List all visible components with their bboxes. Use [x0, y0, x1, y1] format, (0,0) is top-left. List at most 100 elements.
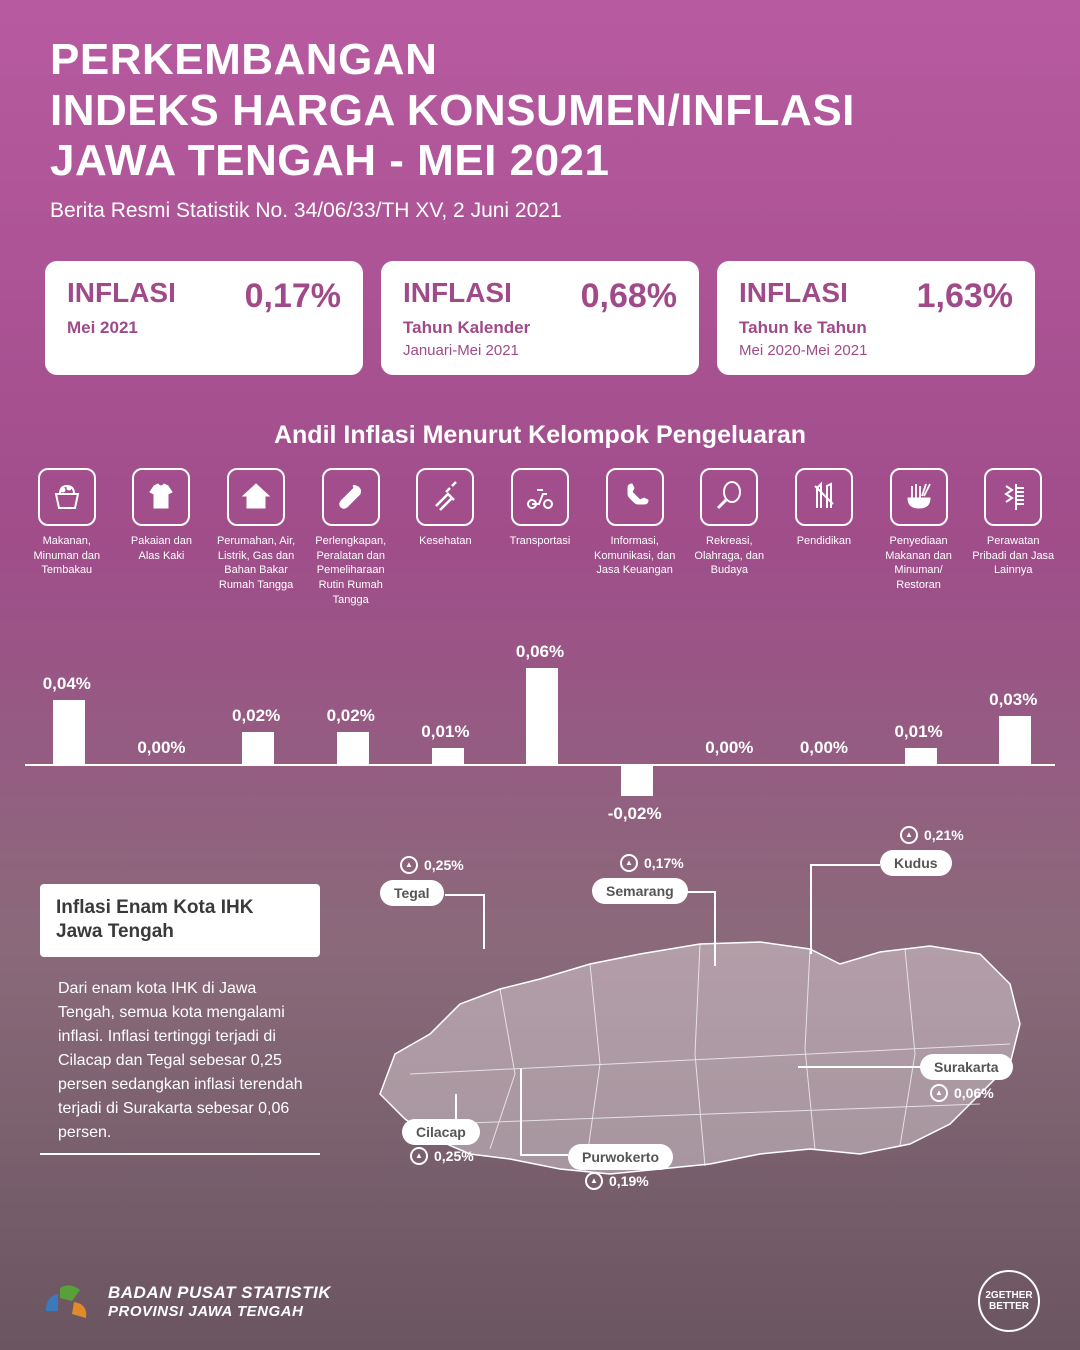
category-label: Perawatan Pribadi dan Jasa Lainnya — [971, 534, 1055, 609]
bar-value-label: -0,02% — [593, 804, 677, 824]
bar-value-label: 0,00% — [120, 738, 204, 758]
bar-column: 0,06% — [498, 614, 582, 844]
category-label: Penyediaan Makanan dan Minuman/ Restoran — [877, 534, 961, 609]
bar-column: 0,02% — [214, 614, 298, 844]
categories-title: Andil Inflasi Menurut Kelompok Pengeluar… — [0, 421, 1080, 450]
title-line-3: JAWA TENGAH - MEI 2021 — [50, 136, 610, 185]
city-pct-kudus: 0,21% — [900, 826, 964, 844]
map-title: Inflasi Enam Kota IHK Jawa Tengah — [40, 884, 320, 957]
bar-column: 0,00% — [687, 614, 771, 844]
bar — [242, 732, 274, 764]
bar-value-label: 0,04% — [25, 674, 109, 694]
category-label: Transportasi — [510, 534, 571, 609]
stat-value: 0,68% — [581, 277, 677, 316]
up-arrow-icon — [410, 1147, 428, 1165]
connector — [810, 864, 880, 866]
connector — [483, 894, 485, 949]
basket-icon — [38, 468, 96, 526]
category-item: Pakaian dan Alas Kaki — [120, 468, 204, 609]
bar — [432, 748, 464, 764]
scooter-icon — [511, 468, 569, 526]
bar — [337, 732, 369, 764]
phone-icon — [606, 468, 664, 526]
city-pill-semarang: Semarang — [592, 878, 688, 904]
category-label: Rekreasi, Olahraga, dan Budaya — [687, 534, 771, 609]
footer: BADAN PUSAT STATISTIK PROVINSI JAWA TENG… — [40, 1270, 1040, 1332]
stat-period: Mei 2021 — [67, 318, 341, 338]
city-pill-tegal: Tegal — [380, 880, 444, 906]
connector — [455, 1094, 457, 1122]
syringe-icon — [416, 468, 474, 526]
footer-org-line2: PROVINSI JAWA TENGAH — [108, 1303, 331, 1320]
up-arrow-icon — [930, 1084, 948, 1102]
category-label: Perumahan, Air, Listrik, Gas dan Bahan B… — [214, 534, 298, 609]
bar-column: 0,02% — [309, 614, 393, 844]
stat-period: Tahun ke Tahun — [739, 318, 1013, 338]
bar — [905, 748, 937, 764]
bar-value-label: 0,02% — [214, 706, 298, 726]
city-pct-cilacap: 0,25% — [410, 1147, 474, 1165]
bar — [53, 700, 85, 764]
stat-range: Mei 2020-Mei 2021 — [739, 342, 1013, 359]
anniversary-badge-icon: 2GETHER BETTER — [978, 1270, 1040, 1332]
bar-column: 0,03% — [971, 614, 1055, 844]
map-sidebar: Inflasi Enam Kota IHK Jawa Tengah Dari e… — [40, 854, 320, 1234]
noodles-icon — [890, 468, 948, 526]
pencils-icon — [795, 468, 853, 526]
city-pill-surakarta: Surakarta — [920, 1054, 1013, 1080]
stat-range: Januari-Mei 2021 — [403, 342, 677, 359]
category-label: Perlengkapan, Peralatan dan Pemeliharaan… — [309, 534, 393, 609]
city-pct-surakarta: 0,06% — [930, 1084, 994, 1102]
bar-column: 0,00% — [782, 614, 866, 844]
city-pct-semarang: 0,17% — [620, 854, 684, 872]
bar-value-label: 0,01% — [404, 722, 488, 742]
category-item: Informasi, Komunikasi, dan Jasa Keuangan — [593, 468, 677, 609]
bar — [621, 764, 653, 796]
connector — [445, 894, 483, 896]
category-item: Makanan, Minuman dan Tembakau — [25, 468, 109, 609]
footer-left: BADAN PUSAT STATISTIK PROVINSI JAWA TENG… — [40, 1276, 331, 1326]
up-arrow-icon — [585, 1172, 603, 1190]
city-pct-purwokerto: 0,19% — [585, 1172, 649, 1190]
category-label: Kesehatan — [419, 534, 472, 609]
up-arrow-icon — [400, 856, 418, 874]
category-item: Transportasi — [498, 468, 582, 609]
stat-card-calendar: INFLASI 0,68% Tahun Kalender Januari-Mei… — [381, 261, 699, 375]
connector — [520, 1069, 522, 1154]
city-pill-cilacap: Cilacap — [402, 1119, 480, 1145]
map-canvas: 0,25% Tegal 0,17% Semarang 0,21% Kudus S… — [340, 854, 1040, 1234]
bars-container: 0,04% 0,00% 0,02% 0,02% 0,01% 0,06% -0,02% 0,00… — [25, 614, 1055, 844]
bar-column: 0,00% — [120, 614, 204, 844]
wrench-icon — [322, 468, 380, 526]
house-icon — [227, 468, 285, 526]
category-bar-chart: 0,04% 0,00% 0,02% 0,02% 0,01% 0,06% -0,02% 0,00… — [25, 614, 1055, 844]
city-pill-kudus: Kudus — [880, 850, 952, 876]
title-line-1: PERKEMBANGAN — [50, 35, 437, 84]
stat-label: INFLASI — [739, 277, 848, 309]
stat-period: Tahun Kalender — [403, 318, 677, 338]
bar-value-label: 0,01% — [877, 722, 961, 742]
stat-value: 1,63% — [917, 277, 1013, 316]
category-item: Penyediaan Makanan dan Minuman/ Restoran — [877, 468, 961, 609]
footer-org-line1: BADAN PUSAT STATISTIK — [108, 1283, 331, 1303]
footer-org: BADAN PUSAT STATISTIK PROVINSI JAWA TENG… — [108, 1283, 331, 1320]
header: PERKEMBANGAN INDEKS HARGA KONSUMEN/INFLA… — [0, 0, 1080, 243]
bar-column: 0,01% — [404, 614, 488, 844]
category-item: Kesehatan — [404, 468, 488, 609]
stat-card-yoy: INFLASI 1,63% Tahun ke Tahun Mei 2020-Me… — [717, 261, 1035, 375]
category-row: Makanan, Minuman dan TembakauPakaian dan… — [0, 468, 1080, 609]
map-section: Inflasi Enam Kota IHK Jawa Tengah Dari e… — [0, 844, 1080, 1234]
stat-cards: INFLASI 0,17% Mei 2021 INFLASI 0,68% Tah… — [0, 243, 1080, 393]
map-description: Dari enam kota IHK di Jawa Tengah, semua… — [40, 969, 320, 1155]
shirt-icon — [132, 468, 190, 526]
category-label: Pakaian dan Alas Kaki — [120, 534, 204, 609]
connector — [684, 891, 714, 893]
comb-icon — [984, 468, 1042, 526]
category-label: Pendidikan — [797, 534, 851, 609]
racket-icon — [700, 468, 758, 526]
connector — [810, 864, 812, 954]
category-item: Perumahan, Air, Listrik, Gas dan Bahan B… — [214, 468, 298, 609]
bar-value-label: 0,00% — [687, 738, 771, 758]
connector — [714, 891, 716, 966]
bar — [999, 716, 1031, 764]
